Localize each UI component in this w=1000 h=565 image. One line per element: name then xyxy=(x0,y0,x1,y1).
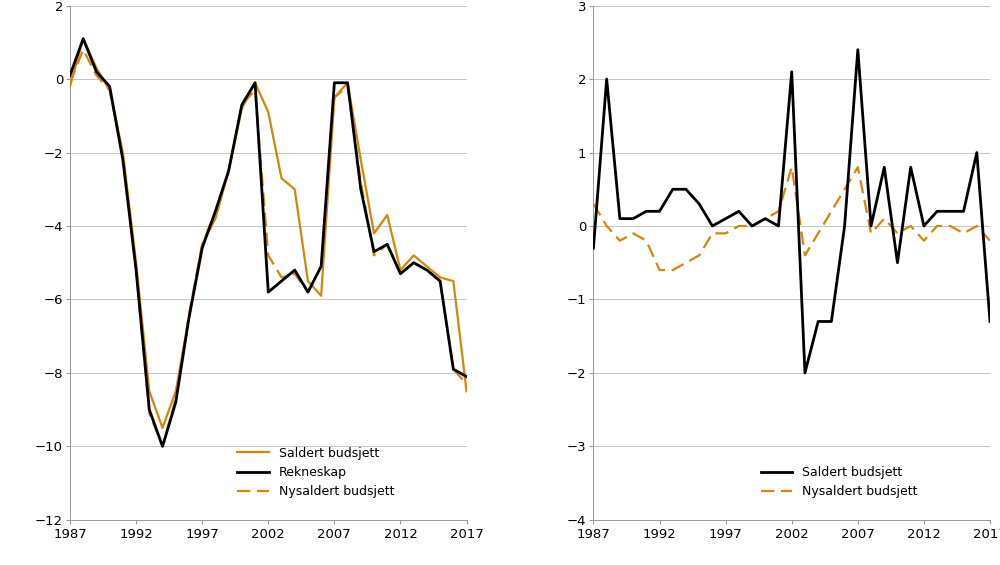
Legend: Saldert budsjett, Rekneskap, Nysaldert budsjett: Saldert budsjett, Rekneskap, Nysaldert b… xyxy=(232,442,399,503)
Legend: Saldert budsjett, Nysaldert budsjett: Saldert budsjett, Nysaldert budsjett xyxy=(756,461,923,503)
